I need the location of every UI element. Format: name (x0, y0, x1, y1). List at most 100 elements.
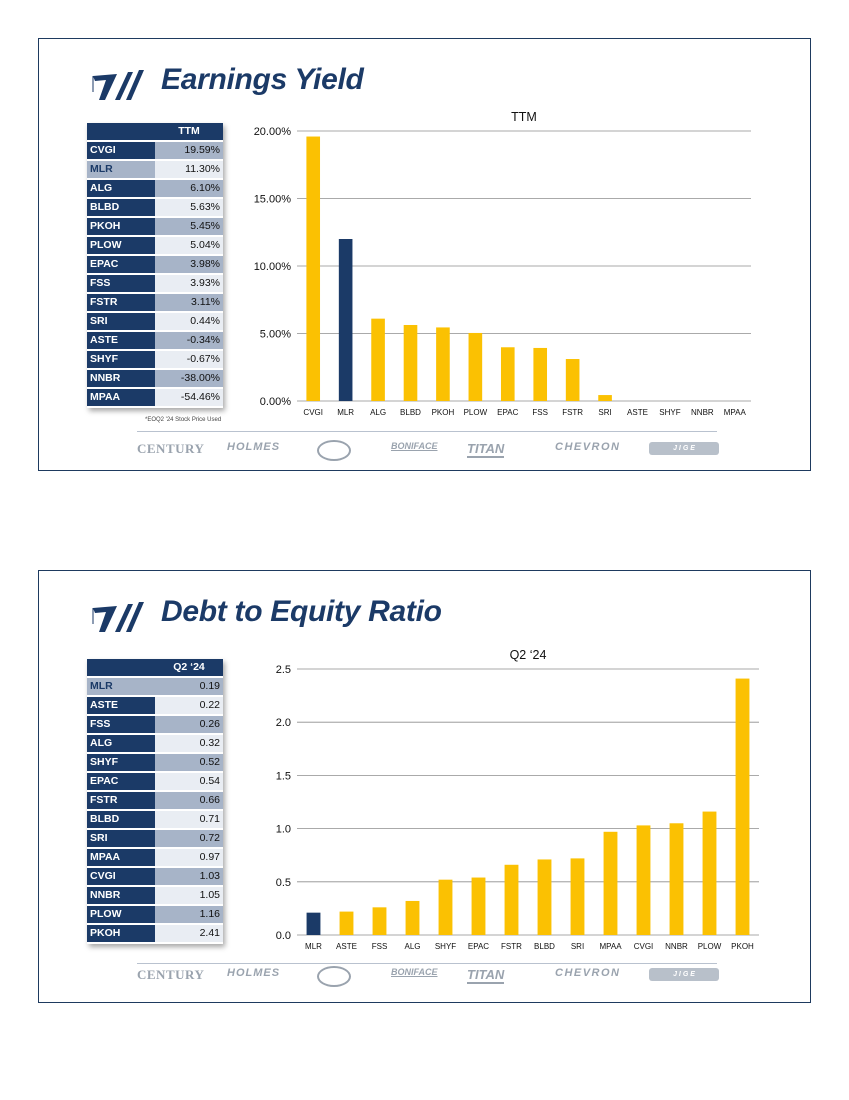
x-tick-label: BLBD (400, 408, 421, 417)
value-cell: -0.67% (155, 350, 223, 370)
table-header-q2: Q2 ‘24 (155, 659, 223, 678)
bar (533, 347, 548, 401)
ticker-cell: ALG (87, 734, 155, 754)
table-row: PKOH 5.45% (87, 217, 223, 237)
value-cell: 5.63% (155, 198, 223, 218)
x-tick-label: FSS (372, 942, 388, 951)
ticker-cell: MPAA (87, 848, 155, 868)
ticker-cell: ASTE (87, 331, 155, 351)
x-tick-label: MPAA (724, 408, 747, 417)
bar (471, 877, 486, 935)
value-cell: 11.30% (155, 160, 223, 180)
brand-boniface: BONIFACE (391, 441, 438, 451)
x-tick-label: ASTE (336, 942, 357, 951)
table-row: ASTE 0.22 (87, 696, 223, 716)
brand-divider (137, 963, 717, 964)
x-tick-label: MLR (337, 408, 354, 417)
ticker-cell: PKOH (87, 217, 155, 237)
y-tick-label: 0.0 (276, 930, 291, 942)
bar (565, 359, 580, 401)
value-cell: -38.00% (155, 369, 223, 389)
ticker-cell: PLOW (87, 905, 155, 925)
table-row: MPAA -54.46% (87, 388, 223, 408)
ticker-cell: CVGI (87, 867, 155, 887)
table-row: PLOW 1.16 (87, 905, 223, 925)
ticker-cell: NNBR (87, 886, 155, 906)
table-row: ASTE -0.34% (87, 331, 223, 351)
ticker-cell: FSTR (87, 293, 155, 313)
x-tick-label: SHYF (435, 942, 456, 951)
ticker-cell: EPAC (87, 255, 155, 275)
bar (339, 911, 354, 935)
table-row: BLBD 5.63% (87, 198, 223, 218)
x-tick-label: NNBR (665, 942, 688, 951)
table-corner (87, 123, 155, 142)
debt-to-equity-table: Q2 ‘24 MLR 0.19 ASTE 0.22 FSS 0.26 ALG 0.32 … (87, 659, 223, 944)
ticker-cell: ALG (87, 179, 155, 199)
brand-divider (137, 431, 717, 432)
x-tick-label: FSTR (501, 942, 522, 951)
value-cell: 19.59% (155, 141, 223, 161)
value-cell: 0.66 (155, 791, 223, 811)
chart-title: Q2 ‘24 (510, 648, 547, 662)
x-tick-label: NNBR (691, 408, 714, 417)
y-tick-label: 0.5 (276, 877, 291, 889)
x-tick-label: ASTE (627, 408, 648, 417)
x-tick-label: FSTR (562, 408, 583, 417)
value-cell: -54.46% (155, 388, 223, 408)
table-row: BLBD 0.71 (87, 810, 223, 830)
ticker-cell: BLBD (87, 810, 155, 830)
table-row: SRI 0.72 (87, 829, 223, 849)
y-tick-label: 2.0 (276, 717, 291, 729)
brand-strip: CENTURY HOLMES BONIFACE TITAN CHEVRON J … (137, 965, 719, 987)
bar (405, 900, 420, 935)
x-tick-label: EPAC (468, 942, 489, 951)
bar (468, 332, 483, 401)
table-row: NNBR 1.05 (87, 886, 223, 906)
table-row: NNBR -38.00% (87, 369, 223, 389)
ticker-cell: MLR (87, 677, 155, 697)
bar (438, 879, 453, 935)
x-tick-label: PLOW (464, 408, 488, 417)
ticker-cell: NNBR (87, 369, 155, 389)
x-tick-label: CVGI (634, 942, 654, 951)
table-header-ttm: TTM (155, 123, 223, 142)
ticker-cell: FSTR (87, 791, 155, 811)
bar (371, 318, 385, 401)
x-tick-label: SHYF (659, 408, 680, 417)
y-tick-label: 20.00% (254, 126, 292, 138)
ticker-cell: MLR (87, 160, 155, 180)
table-corner (87, 659, 155, 678)
bar (500, 347, 515, 401)
brand-oval-icon (317, 440, 351, 461)
value-cell: 3.11% (155, 293, 223, 313)
x-tick-label: ALG (404, 942, 420, 951)
slide-debt-to-equity: Debt to Equity Ratio Q2 ‘24 MLR 0.19 ASTE… (38, 570, 811, 1003)
value-cell: 0.22 (155, 696, 223, 716)
page-title: Earnings Yield (161, 63, 364, 96)
bar (636, 825, 651, 935)
ticker-cell: SRI (87, 829, 155, 849)
table-row: PKOH 2.41 (87, 924, 223, 944)
y-tick-label: 15.00% (254, 194, 292, 206)
bar (537, 859, 552, 935)
ticker-cell: PKOH (87, 924, 155, 944)
brand-chevron: CHEVRON (555, 967, 621, 979)
table-row: ALG 6.10% (87, 179, 223, 199)
brand-jige: J I G E (649, 442, 719, 455)
table-row: FSS 3.93% (87, 274, 223, 294)
ticker-cell: SHYF (87, 350, 155, 370)
value-cell: 1.05 (155, 886, 223, 906)
y-tick-label: 0.00% (260, 396, 291, 408)
value-cell: 3.98% (155, 255, 223, 275)
value-cell: 0.72 (155, 829, 223, 849)
earnings-yield-chart: TTM 0.00% 5.00% 10.00% 15.00% 20.00% CVGI MLR AL… (254, 110, 751, 417)
ticker-cell: EPAC (87, 772, 155, 792)
brand-strip: CENTURY HOLMES BONIFACE TITAN CHEVRON J … (137, 439, 719, 461)
ticker-cell: FSS (87, 274, 155, 294)
bar (603, 831, 618, 935)
table-row: SHYF -0.67% (87, 350, 223, 370)
table-row: ALG 0.32 (87, 734, 223, 754)
earnings-yield-table: TTM CVGI 19.59% MLR 11.30% ALG 6.10% BLBD 5.… (87, 123, 223, 408)
value-cell: 0.32 (155, 734, 223, 754)
